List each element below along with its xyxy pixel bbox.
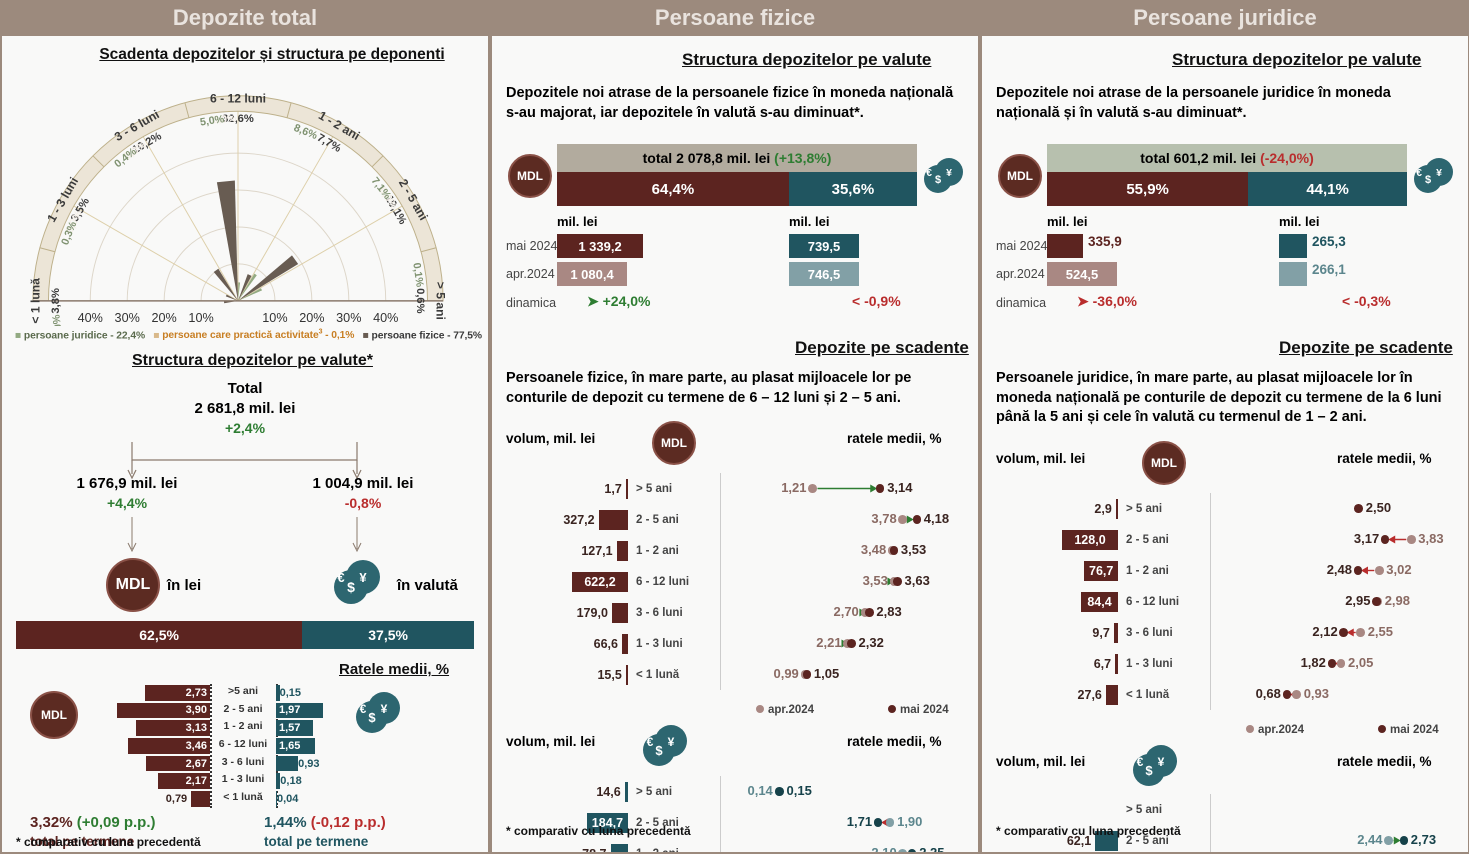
svg-text:¥: ¥ [668,735,675,749]
svg-text:40%: 40% [373,311,398,325]
svg-text:6 - 12 luni: 6 - 12 luni [210,92,266,106]
svg-text:€: € [1137,755,1144,769]
svg-text:10%: 10% [188,311,213,325]
svg-text:€: € [1416,167,1422,179]
svg-text:$: $ [655,743,663,758]
svg-text:€: € [647,735,654,749]
svg-text:30%: 30% [115,311,140,325]
svg-text:1,0%: 1,0% [50,313,65,326]
svg-text:$: $ [1145,763,1153,778]
svg-text:0,1%: 0,1% [410,262,425,288]
svg-text:10%: 10% [262,311,287,325]
svg-text:€: € [926,167,932,179]
svg-text:¥: ¥ [946,167,952,179]
svg-text:$: $ [1425,174,1431,186]
svg-text:€: € [337,570,344,585]
svg-text:¥: ¥ [359,570,367,585]
svg-text:30%: 30% [336,311,361,325]
svg-text:< 1 lună: < 1 lună [29,278,43,324]
svg-text:20%: 20% [151,311,176,325]
svg-text:¥: ¥ [1158,755,1165,769]
svg-text:¥: ¥ [1436,167,1442,179]
svg-text:40%: 40% [78,311,103,325]
svg-text:0,6%: 0,6% [414,288,426,314]
svg-text:$: $ [347,579,355,595]
svg-text:> 5 ani: > 5 ani [433,282,447,320]
svg-text:20%: 20% [299,311,324,325]
svg-text:3,8%: 3,8% [50,288,62,314]
svg-text:$: $ [935,174,941,186]
svg-text:5,0%: 5,0% [199,113,225,128]
